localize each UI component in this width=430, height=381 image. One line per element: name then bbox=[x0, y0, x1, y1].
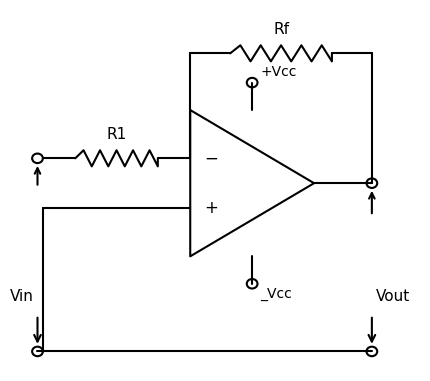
Text: Vin: Vin bbox=[9, 289, 34, 304]
Text: Vout: Vout bbox=[376, 289, 410, 304]
Text: _Vcc: _Vcc bbox=[261, 287, 292, 301]
Text: −: − bbox=[205, 149, 218, 167]
Text: +Vcc: +Vcc bbox=[261, 65, 297, 79]
Text: +: + bbox=[205, 199, 218, 217]
Text: R1: R1 bbox=[106, 127, 127, 142]
Text: Rf: Rf bbox=[273, 22, 289, 37]
